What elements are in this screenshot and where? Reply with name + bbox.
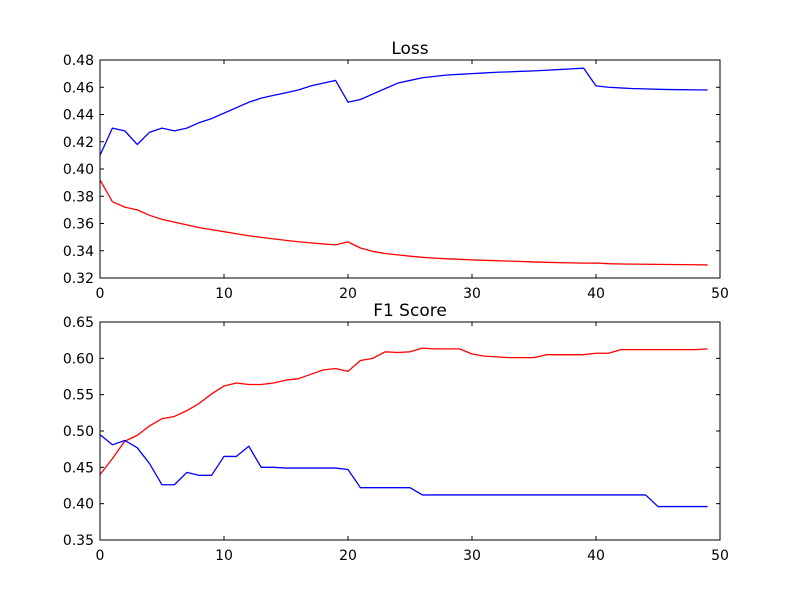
y-tick-label: 0.44 <box>63 108 94 124</box>
y-tick-label: 0.50 <box>63 424 94 440</box>
x-tick-label: 10 <box>215 548 233 564</box>
chart-title: Loss <box>391 39 428 59</box>
x-tick-label: 40 <box>587 286 605 302</box>
x-tick-label: 30 <box>463 548 481 564</box>
series-line-2 <box>99 179 708 266</box>
x-tick-label: 40 <box>587 548 605 564</box>
series-line-1 <box>99 347 708 475</box>
y-tick-label: 0.65 <box>63 315 94 331</box>
y-tick-label: 0.40 <box>63 497 94 513</box>
x-tick-label: 30 <box>463 286 481 302</box>
y-tick-label: 0.36 <box>63 217 94 233</box>
loss-chart: Loss 0 10 20 30 40 50 0.32 0.34 0.36 0.38 0.40 0.42… <box>63 39 729 302</box>
y-tick-label: 0.34 <box>63 244 94 260</box>
chart-title: F1 Score <box>373 301 447 321</box>
y-tick-label: 0.42 <box>63 135 94 151</box>
y-tick-label: 0.55 <box>63 388 94 404</box>
y-tick-label: 0.38 <box>63 189 94 205</box>
x-tick-label: 0 <box>96 286 105 302</box>
series-line-2 <box>99 434 708 508</box>
y-tick-label: 0.48 <box>63 53 94 69</box>
y-tick-label: 0.60 <box>63 351 94 367</box>
x-tick-label: 20 <box>339 286 357 302</box>
x-tick-label: 0 <box>96 548 105 564</box>
y-tick-label: 0.46 <box>63 80 94 96</box>
x-tick-label: 20 <box>339 548 357 564</box>
y-tick-label: 0.35 <box>63 533 94 549</box>
series-line-1 <box>99 67 708 156</box>
x-tick-label: 50 <box>711 286 729 302</box>
y-tick-label: 0.32 <box>63 271 94 287</box>
x-tick-label: 50 <box>711 548 729 564</box>
y-tick-label: 0.40 <box>63 162 94 178</box>
y-tick-label: 0.45 <box>63 460 94 476</box>
f1-score-chart: F1 Score 0 10 20 30 40 50 0.35 0.40 0.45 0.50 0.55… <box>63 301 729 564</box>
x-tick-label: 10 <box>215 286 233 302</box>
